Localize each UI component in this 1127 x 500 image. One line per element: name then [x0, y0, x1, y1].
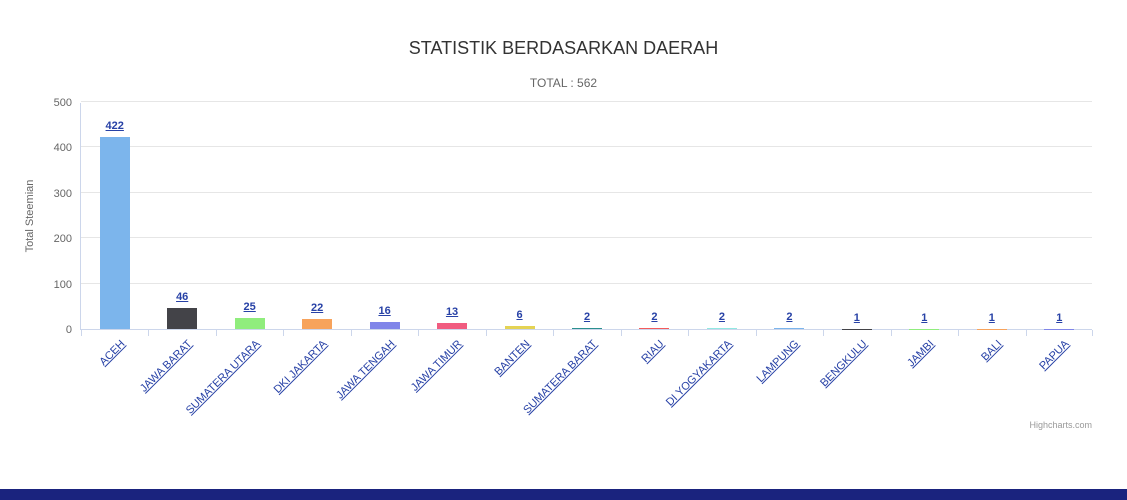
x-axis-tick	[823, 330, 825, 336]
category-label[interactable]: DI YOGYAKARTA	[663, 338, 735, 409]
bar[interactable]	[572, 328, 602, 329]
y-tick-label: 500	[53, 97, 72, 109]
x-axis-tick	[553, 330, 555, 336]
bar[interactable]	[639, 328, 670, 329]
bar[interactable]	[302, 319, 333, 329]
x-axis-tick	[485, 330, 487, 336]
y-tick-label: 400	[53, 142, 72, 155]
category-label[interactable]: SUMATERA UTARA	[183, 338, 263, 417]
bar[interactable]	[774, 328, 805, 329]
category-label[interactable]: RIAU	[639, 338, 667, 366]
y-tick-label: 200	[53, 233, 72, 246]
gridline	[81, 101, 1092, 102]
bar[interactable]	[234, 317, 265, 329]
gridline	[81, 282, 1092, 284]
chart-subtitle: TOTAL : 562	[529, 76, 598, 90]
bar-value-label[interactable]: 2	[651, 311, 658, 324]
bar-value-label[interactable]: 6	[516, 309, 523, 322]
bar-value-label[interactable]: 422	[105, 120, 124, 133]
category-label[interactable]: LAMPUNG	[754, 338, 802, 385]
x-axis-tick	[350, 330, 352, 336]
bar[interactable]	[437, 323, 468, 329]
bar-value-label[interactable]: 25	[243, 300, 256, 313]
category-label[interactable]: SUMATERA BARAT	[521, 338, 600, 417]
bar[interactable]	[369, 321, 400, 329]
category-label[interactable]: BENGKULU	[818, 338, 870, 390]
bar-value-label[interactable]: 2	[583, 311, 591, 324]
category-label[interactable]: JAWA BARAT	[138, 338, 195, 395]
x-axis-tick	[620, 330, 622, 336]
category-label[interactable]: JAWA TENGAH	[333, 338, 398, 402]
category-label[interactable]: ACEH	[97, 338, 128, 369]
category-label[interactable]: JAMBI	[905, 338, 937, 370]
x-axis-tick	[688, 330, 690, 336]
bar-value-label[interactable]: 2	[786, 311, 793, 324]
x-axis-tick	[148, 330, 150, 336]
x-axis-tick	[1025, 330, 1027, 336]
bar[interactable]	[167, 308, 198, 329]
category-label[interactable]: BANTEN	[491, 338, 533, 379]
bar-value-label[interactable]: 1	[1056, 311, 1063, 324]
y-tick-label: 0	[65, 324, 72, 336]
x-axis-tick	[215, 330, 217, 336]
bar[interactable]	[706, 328, 737, 329]
gridline	[81, 146, 1092, 148]
bar[interactable]	[99, 137, 130, 329]
bar-value-label[interactable]: 46	[176, 291, 189, 304]
credits-link[interactable]: Highcharts.com	[1029, 420, 1092, 430]
bar-value-label[interactable]: 1	[988, 311, 995, 324]
y-tick-label: 100	[53, 278, 72, 291]
bar-value-label[interactable]: 2	[718, 311, 725, 324]
bar-value-label[interactable]: 22	[311, 302, 324, 315]
x-axis-tick	[81, 330, 82, 336]
bar-value-label[interactable]: 13	[445, 306, 459, 319]
plot-area: 0 100 200 300 400 500 422 ACEH 46 JAWA BARAT 25 SUM…	[54, 97, 1093, 417]
bar-value-label[interactable]: 1	[921, 311, 928, 324]
x-axis-tick	[755, 330, 757, 336]
category-label[interactable]: DKI JAKARTA	[271, 338, 330, 396]
x-axis-tick	[1092, 330, 1093, 336]
gridline	[81, 237, 1092, 239]
x-axis-tick	[283, 330, 285, 336]
x-axis-tick	[958, 330, 960, 336]
bar-value-label[interactable]: 16	[378, 304, 391, 317]
category-label[interactable]: JAWA TIMUR	[408, 338, 465, 394]
category-label[interactable]: PAPUA	[1037, 338, 1072, 373]
footer-bar	[0, 489, 1127, 500]
x-axis-tick	[890, 330, 892, 336]
gridline	[81, 191, 1092, 193]
bar-value-label[interactable]: 1	[853, 311, 860, 324]
y-tick-label: 300	[53, 187, 72, 200]
bar[interactable]	[504, 326, 535, 329]
chart-title: STATISTIK BERDASARKAN DAERAH	[408, 38, 719, 58]
category-label[interactable]: BALI	[978, 338, 1005, 364]
x-axis-tick	[418, 330, 420, 336]
